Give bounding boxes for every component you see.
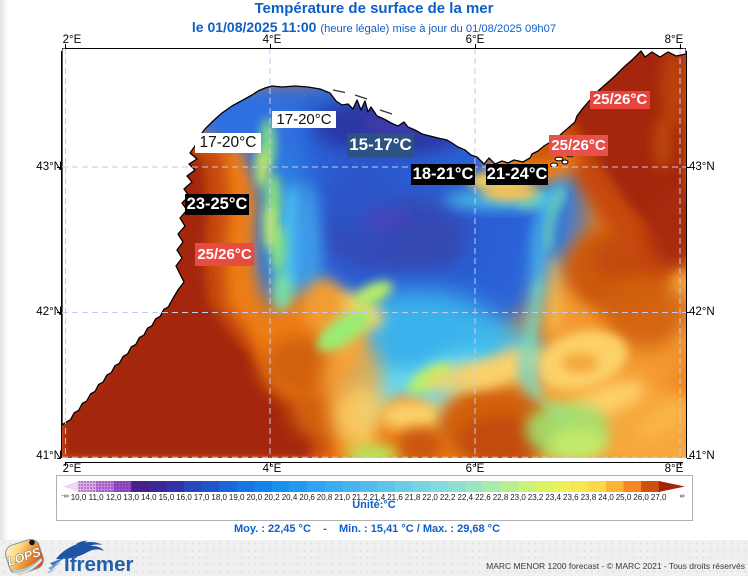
svg-text:Ifremer: Ifremer: [64, 553, 134, 576]
